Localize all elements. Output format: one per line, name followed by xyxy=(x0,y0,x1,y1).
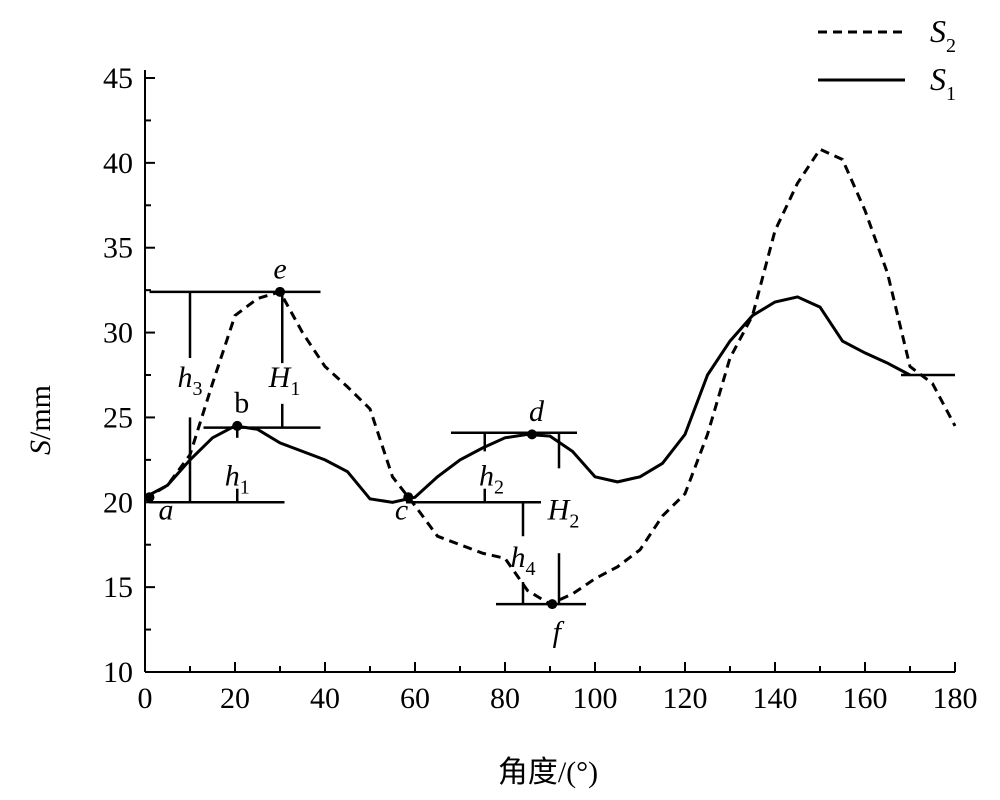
y-tick-label: 20 xyxy=(103,486,133,519)
annotation-h3: h3 xyxy=(178,361,203,400)
x-tick-label: 60 xyxy=(400,682,430,715)
dimension-annotations: h3 H1 h1 h2 H2 h4 xyxy=(178,361,580,580)
annotation-h1: h1 xyxy=(225,459,250,498)
x-tick-label: 140 xyxy=(753,682,798,715)
y-tick-label: 25 xyxy=(103,401,133,434)
y-tick-label: 45 xyxy=(103,62,133,95)
ticks: 0 20 40 60 80 100 120 140 160 180 10 15 20 25 30 35 40 45 xyxy=(103,62,978,715)
x-tick-label: 100 xyxy=(573,682,618,715)
x-tick-label: 120 xyxy=(663,682,708,715)
point-b xyxy=(232,420,243,431)
legend-label-s1: S1 xyxy=(930,61,956,105)
point-label-e: e xyxy=(273,252,286,285)
point-c xyxy=(403,492,414,503)
series-line-s2 xyxy=(144,147,957,606)
y-tick-label: 40 xyxy=(103,147,133,180)
x-tick-label: 20 xyxy=(220,682,250,715)
point-label-c: c xyxy=(395,493,408,526)
reference-lines xyxy=(149,290,955,606)
x-tick-label: 40 xyxy=(310,682,340,715)
y-tick-label: 35 xyxy=(103,232,133,265)
point-label-b: b xyxy=(234,386,249,419)
point-d xyxy=(527,429,537,440)
labeled-points: a b c d e f xyxy=(144,252,565,648)
annotation-h4: h4 xyxy=(511,541,536,580)
axes xyxy=(144,70,955,673)
y-tick-label: 30 xyxy=(103,317,133,350)
point-e xyxy=(275,286,285,297)
annotation-H1: H1 xyxy=(268,361,301,400)
x-tick-label: 80 xyxy=(490,682,520,715)
x-tick-label: 0 xyxy=(138,682,153,715)
point-a xyxy=(144,492,155,503)
x-axis-title: 角度/(°) xyxy=(498,756,598,789)
x-tick-label: 160 xyxy=(843,682,888,715)
series-line-s1 xyxy=(144,295,911,504)
point-f xyxy=(547,599,558,610)
annotation-H2: H2 xyxy=(547,493,580,532)
point-label-f: f xyxy=(553,615,565,648)
series-lines xyxy=(144,147,957,606)
legend-label-s2: S2 xyxy=(930,13,956,57)
point-label-a: a xyxy=(159,493,174,526)
annotation-h2: h2 xyxy=(479,459,504,498)
y-tick-label: 10 xyxy=(103,656,133,689)
y-axis-title: S/mm xyxy=(24,385,57,455)
x-tick-label: 180 xyxy=(933,682,978,715)
y-tick-label: 15 xyxy=(103,571,133,604)
point-label-d: d xyxy=(529,395,545,428)
